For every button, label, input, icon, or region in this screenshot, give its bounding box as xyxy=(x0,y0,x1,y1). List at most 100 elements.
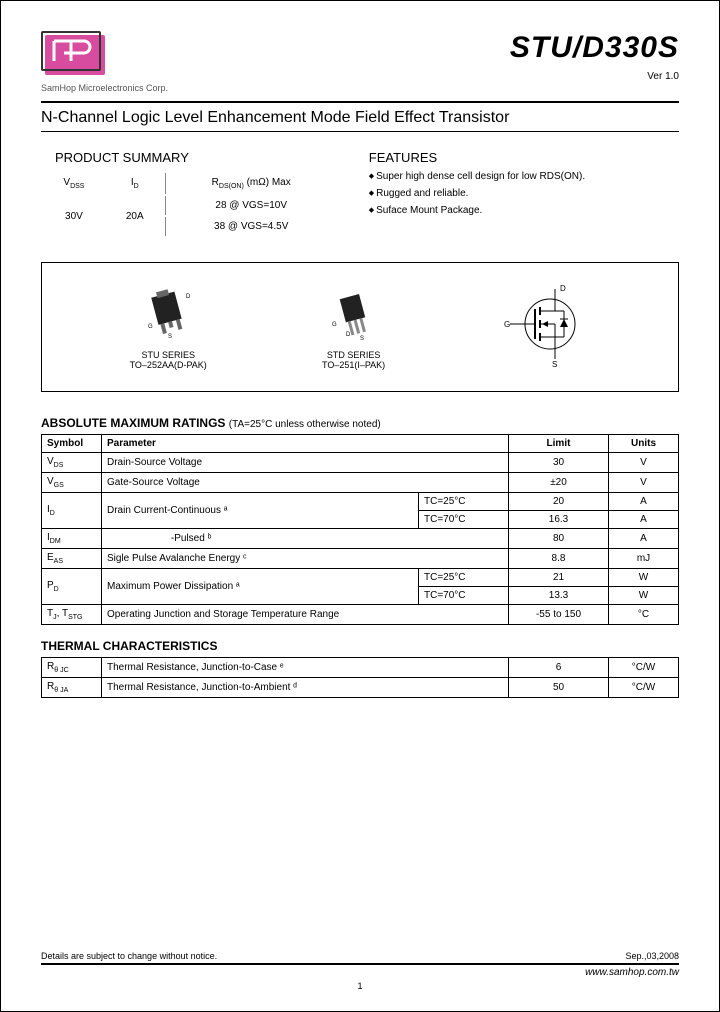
cell-limit: 13.3 xyxy=(509,587,609,605)
cell-limit: 16.3 xyxy=(509,511,609,529)
svg-text:G: G xyxy=(332,322,337,328)
page-number: 1 xyxy=(41,981,679,991)
svg-text:S: S xyxy=(168,334,172,340)
part-number: STU/D330S xyxy=(510,31,679,65)
cell-symbol: VDS xyxy=(42,453,102,473)
footer-website: www.samhop.com.tw xyxy=(585,967,679,978)
cell-limit: 50 xyxy=(509,678,609,698)
product-summary-table: VDSS ID RDS(ON) (mΩ) Max 30V 20A 28 @ VG… xyxy=(41,171,339,238)
cell-param: Drain-Source Voltage xyxy=(102,453,509,473)
footer-date: Sep.,03,2008 xyxy=(625,951,679,961)
svg-text:S: S xyxy=(360,336,364,342)
cell-symbol: IDM xyxy=(42,529,102,549)
cell-limit: ±20 xyxy=(509,473,609,493)
cell-units: °C/W xyxy=(609,658,679,678)
cell-limit: 6 xyxy=(509,658,609,678)
table-row: Rθ JC Thermal Resistance, Junction-to-Ca… xyxy=(42,658,679,678)
cell-param: Maximum Power Dissipation ᵃ xyxy=(102,569,419,605)
divider xyxy=(41,131,679,132)
footer: Details are subject to change without no… xyxy=(41,951,679,991)
cell-limit: 80 xyxy=(509,529,609,549)
cell-symbol: PD xyxy=(42,569,102,605)
svg-text:D: D xyxy=(560,284,566,293)
features: FEATURES Super high dense cell design fo… xyxy=(369,150,679,238)
ps-header-id: ID xyxy=(107,173,163,194)
ps-rds-value-0: 28 @ VGS=10V xyxy=(165,196,337,215)
product-summary-title: PRODUCT SUMMARY xyxy=(55,150,339,165)
ipak-icon: G D S xyxy=(324,284,384,344)
cell-cond: TC=25°C xyxy=(419,569,509,587)
th-parameter: Parameter xyxy=(102,435,509,453)
footer-row-bottom: www.samhop.com.tw xyxy=(41,967,679,978)
thermal-title: THERMAL CHARACTERISTICS xyxy=(41,639,679,653)
ratings-table: Symbol Parameter Limit Units VDS Drain-S… xyxy=(41,434,679,625)
ps-vdss-value: 30V xyxy=(43,196,105,236)
cell-symbol: VGS xyxy=(42,473,102,493)
thermal-table: Rθ JC Thermal Resistance, Junction-to-Ca… xyxy=(41,657,679,698)
pkg-label: TO–251(I–PAK) xyxy=(322,360,385,370)
header: SamHop Microelectronics Corp. STU/D330S … xyxy=(41,31,679,93)
cell-cond: TC=25°C xyxy=(419,493,509,511)
version: Ver 1.0 xyxy=(510,71,679,82)
summary-features-row: PRODUCT SUMMARY VDSS ID RDS(ON) (mΩ) Max… xyxy=(41,150,679,238)
cell-symbol: Rθ JA xyxy=(42,678,102,698)
divider xyxy=(41,101,679,103)
table-row: VGS Gate-Source Voltage ±20 V xyxy=(42,473,679,493)
ratings-title-text: ABSOLUTE MAXIMUM RATINGS xyxy=(41,416,225,430)
pkg-label: STU SERIES xyxy=(130,350,207,360)
cell-param: Drain Current-Continuous ᵃ xyxy=(102,493,419,529)
svg-text:S: S xyxy=(552,360,557,369)
dpak-icon: G S D xyxy=(138,284,198,344)
svg-text:G: G xyxy=(504,320,510,329)
table-row: TJ, TSTG Operating Junction and Storage … xyxy=(42,605,679,625)
pkg-label: STD SERIES xyxy=(322,350,385,360)
svg-text:D: D xyxy=(186,294,191,300)
table-row: EAS Sigle Pulse Avalanche Energy ᶜ 8.8 m… xyxy=(42,549,679,569)
cell-units: V xyxy=(609,473,679,493)
svg-text:G: G xyxy=(148,324,153,330)
svg-text:D: D xyxy=(346,332,351,338)
logo-block: SamHop Microelectronics Corp. xyxy=(41,31,168,93)
footer-notice: Details are subject to change without no… xyxy=(41,951,217,961)
cell-units: °C xyxy=(609,605,679,625)
ratings-note: (TA=25°C unless otherwise noted) xyxy=(229,419,381,430)
cell-cond: TC=70°C xyxy=(419,511,509,529)
package-stu: G S D STU SERIES TO–252AA(D-PAK) xyxy=(130,284,207,370)
cell-units: W xyxy=(609,587,679,605)
cell-param: Sigle Pulse Avalanche Energy ᶜ xyxy=(102,549,509,569)
company-name: SamHop Microelectronics Corp. xyxy=(41,83,168,93)
pkg-label: TO–252AA(D-PAK) xyxy=(130,360,207,370)
cell-param: Operating Junction and Storage Temperatu… xyxy=(102,605,509,625)
th-units: Units xyxy=(609,435,679,453)
cell-units: A xyxy=(609,493,679,511)
cell-units: V xyxy=(609,453,679,473)
divider xyxy=(41,963,679,965)
ps-id-value: 20A xyxy=(107,196,163,236)
cell-limit: 30 xyxy=(509,453,609,473)
cell-units: A xyxy=(609,529,679,549)
cell-param: Thermal Resistance, Junction-to-Ambient … xyxy=(102,678,509,698)
ps-rds-value-1: 38 @ VGS=4.5V xyxy=(165,217,337,236)
th-limit: Limit xyxy=(509,435,609,453)
table-row: IDM -Pulsed ᵇ 80 A xyxy=(42,529,679,549)
package-std: G D S STD SERIES TO–251(I–PAK) xyxy=(322,284,385,370)
cell-param: Thermal Resistance, Junction-to-Case ᵉ xyxy=(102,658,509,678)
th-symbol: Symbol xyxy=(42,435,102,453)
ps-header-rds: RDS(ON) (mΩ) Max xyxy=(165,173,337,194)
feature-item: Super high dense cell design for low RDS… xyxy=(369,171,679,182)
feature-item: Rugged and reliable. xyxy=(369,188,679,199)
table-row: Rθ JA Thermal Resistance, Junction-to-Am… xyxy=(42,678,679,698)
table-row: PD Maximum Power Dissipation ᵃ TC=25°C 2… xyxy=(42,569,679,587)
cell-param: Gate-Source Voltage xyxy=(102,473,509,493)
cell-limit: 20 xyxy=(509,493,609,511)
mosfet-symbol: G D S xyxy=(500,279,590,375)
cell-units: W xyxy=(609,569,679,587)
cell-units: mJ xyxy=(609,549,679,569)
mosfet-symbol-icon: G D S xyxy=(500,279,590,369)
company-logo-icon xyxy=(41,31,111,81)
cell-limit: 8.8 xyxy=(509,549,609,569)
cell-symbol: EAS xyxy=(42,549,102,569)
cell-symbol: Rθ JC xyxy=(42,658,102,678)
cell-symbol: ID xyxy=(42,493,102,529)
ps-header-vdss: VDSS xyxy=(43,173,105,194)
